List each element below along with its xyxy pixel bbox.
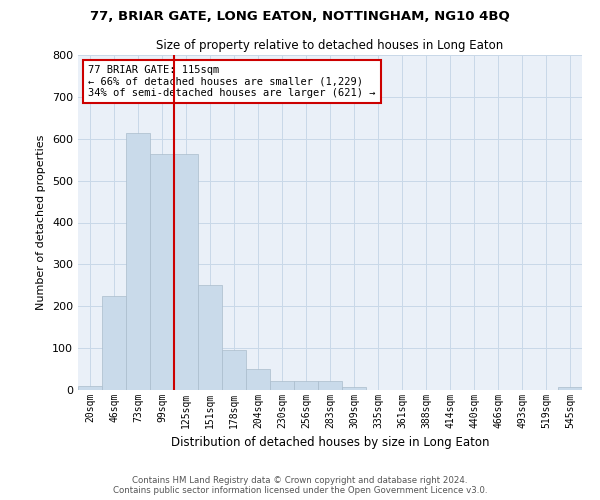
- Title: Size of property relative to detached houses in Long Eaton: Size of property relative to detached ho…: [157, 40, 503, 52]
- Bar: [102, 296, 126, 390]
- Bar: [318, 381, 342, 390]
- Text: Contains HM Land Registry data © Crown copyright and database right 2024.
Contai: Contains HM Land Registry data © Crown c…: [113, 476, 487, 495]
- Bar: [198, 285, 222, 390]
- Bar: [270, 381, 294, 390]
- Y-axis label: Number of detached properties: Number of detached properties: [37, 135, 46, 310]
- Bar: [126, 133, 150, 390]
- Bar: [246, 369, 270, 390]
- Bar: [294, 381, 318, 390]
- Bar: [222, 350, 246, 390]
- Bar: [150, 154, 174, 390]
- Bar: [78, 386, 102, 390]
- Bar: [342, 388, 366, 390]
- Bar: [558, 388, 582, 390]
- Text: 77, BRIAR GATE, LONG EATON, NOTTINGHAM, NG10 4BQ: 77, BRIAR GATE, LONG EATON, NOTTINGHAM, …: [90, 10, 510, 23]
- Text: 77 BRIAR GATE: 115sqm
← 66% of detached houses are smaller (1,229)
34% of semi-d: 77 BRIAR GATE: 115sqm ← 66% of detached …: [88, 65, 376, 98]
- Bar: [174, 154, 198, 390]
- X-axis label: Distribution of detached houses by size in Long Eaton: Distribution of detached houses by size …: [171, 436, 489, 450]
